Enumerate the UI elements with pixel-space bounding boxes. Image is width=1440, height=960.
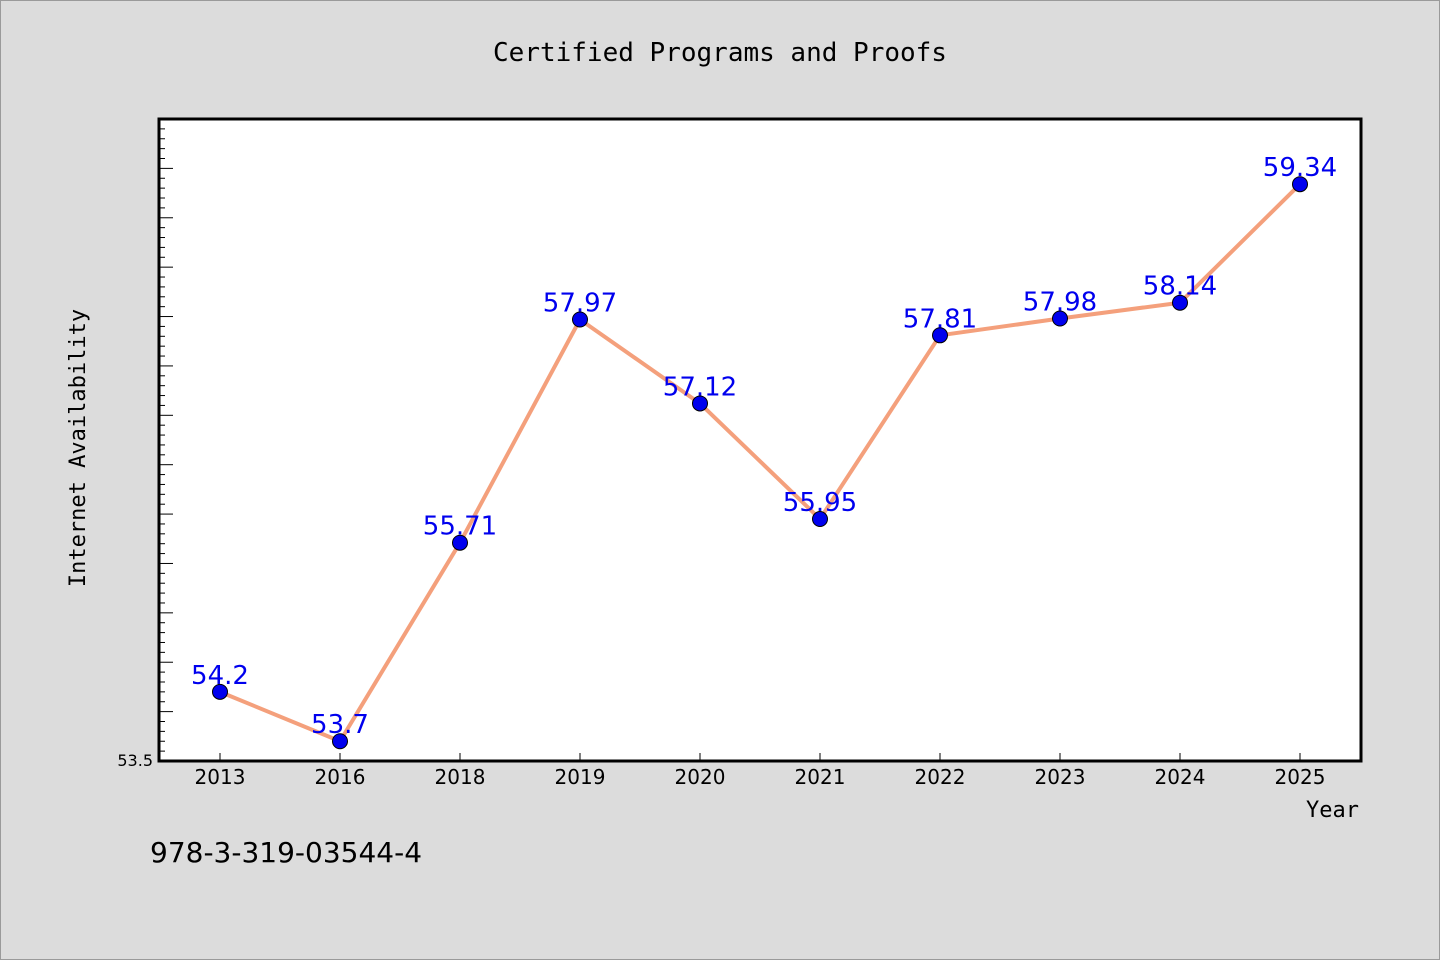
- x-tick-label: 2025: [1275, 765, 1326, 789]
- data-point: [212, 683, 228, 700]
- data-label: 57.81: [903, 304, 977, 334]
- x-tick-label: 2023: [1035, 765, 1086, 789]
- data-label: 55.71: [423, 512, 497, 542]
- y-axis-min-label: 53.5: [117, 751, 153, 770]
- data-label: 59.34: [1263, 153, 1337, 183]
- x-axis-label: Year: [1306, 798, 1359, 823]
- data-label: 58.14: [1143, 272, 1217, 302]
- x-tick-label: 2021: [795, 765, 846, 789]
- data-point: [1172, 294, 1188, 311]
- series-line: [218, 182, 1302, 744]
- x-tick-label: 2024: [1155, 765, 1206, 789]
- x-tick-label: 2020: [675, 765, 726, 789]
- data-point: [1052, 310, 1068, 327]
- x-tick-label: 2013: [195, 765, 246, 789]
- x-axis-ticks: 2013 2016 2018 2019 2020 2021 2022 2023 2024 2025: [195, 753, 1326, 789]
- x-tick-label: 2018: [435, 765, 486, 789]
- data-label: 57.12: [663, 372, 737, 402]
- data-label: 57.98: [1023, 288, 1097, 318]
- data-label: 54.2: [191, 661, 249, 691]
- data-point: [692, 395, 708, 412]
- data-point: [812, 511, 828, 528]
- y-axis-minor-ticks: [159, 128, 173, 762]
- data-label: 53.7: [311, 710, 369, 740]
- data-label: 55.95: [783, 488, 857, 518]
- isbn-footer: 978-3-319-03544-4: [150, 836, 423, 869]
- y-axis-label: Internet Availability: [66, 309, 91, 587]
- x-tick-label: 2019: [555, 765, 606, 789]
- x-tick-label: 2022: [915, 765, 966, 789]
- chart-title: Certified Programs and Proofs: [493, 38, 947, 68]
- data-point: [572, 311, 588, 328]
- data-point: [1292, 176, 1308, 193]
- data-point: [332, 733, 348, 750]
- data-label: 57.97: [543, 289, 617, 319]
- x-tick-label: 2016: [315, 765, 366, 789]
- plot-area: [157, 117, 1363, 763]
- data-point: [452, 534, 468, 551]
- data-labels: 54.2 53.7 55.71 57.97 57.12 55.95 57.81 57.98 58…: [191, 153, 1337, 740]
- series-group: [212, 176, 1308, 750]
- data-point: [932, 327, 948, 344]
